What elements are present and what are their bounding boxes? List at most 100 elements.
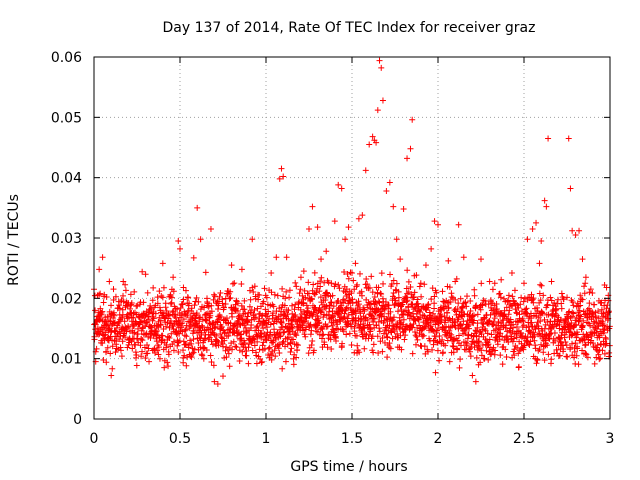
data-point bbox=[404, 297, 411, 304]
data-point bbox=[227, 294, 234, 301]
data-point bbox=[366, 301, 373, 308]
data-point bbox=[354, 281, 361, 288]
data-point bbox=[245, 360, 252, 367]
data-point bbox=[238, 302, 245, 309]
data-point bbox=[356, 270, 363, 277]
data-point bbox=[250, 334, 257, 341]
data-point bbox=[591, 301, 598, 308]
data-point bbox=[303, 302, 310, 309]
data-point bbox=[492, 334, 499, 341]
data-point bbox=[457, 322, 464, 329]
data-point bbox=[572, 340, 579, 347]
data-point bbox=[230, 338, 237, 345]
data-point bbox=[536, 346, 543, 353]
y-tick-label: 0.05 bbox=[51, 110, 82, 126]
data-point bbox=[517, 301, 524, 308]
data-point bbox=[242, 324, 249, 331]
data-point bbox=[400, 316, 407, 323]
data-point bbox=[197, 236, 204, 243]
data-point bbox=[371, 301, 378, 308]
data-point bbox=[137, 342, 144, 349]
data-point bbox=[538, 238, 545, 245]
data-point bbox=[309, 287, 316, 294]
data-point bbox=[276, 305, 283, 312]
data-point bbox=[509, 293, 516, 300]
data-point bbox=[161, 364, 168, 371]
data-point bbox=[206, 334, 213, 341]
data-point bbox=[335, 281, 342, 288]
data-point bbox=[547, 294, 554, 301]
data-point bbox=[177, 245, 183, 252]
data-point bbox=[409, 350, 416, 357]
data-point bbox=[528, 291, 535, 298]
data-point bbox=[497, 330, 504, 337]
data-point bbox=[328, 280, 335, 287]
data-point bbox=[413, 333, 420, 340]
data-point bbox=[122, 334, 129, 341]
data-point bbox=[188, 354, 195, 361]
data-point bbox=[297, 274, 304, 281]
data-point bbox=[116, 336, 123, 343]
data-point bbox=[572, 231, 579, 238]
data-point bbox=[390, 277, 397, 284]
data-point bbox=[263, 294, 270, 301]
data-point bbox=[576, 227, 583, 234]
data-point bbox=[389, 316, 396, 323]
data-point bbox=[190, 254, 197, 261]
data-point bbox=[341, 310, 348, 317]
data-point bbox=[150, 315, 157, 322]
data-point bbox=[413, 272, 420, 279]
data-point bbox=[564, 353, 571, 360]
data-point bbox=[253, 324, 260, 331]
data-point bbox=[592, 314, 599, 321]
data-point bbox=[278, 320, 285, 327]
data-point bbox=[416, 322, 423, 329]
data-point bbox=[150, 284, 157, 291]
data-point bbox=[325, 279, 332, 286]
data-point bbox=[562, 338, 569, 345]
data-point bbox=[390, 314, 397, 321]
data-point bbox=[436, 333, 443, 340]
data-point bbox=[182, 326, 189, 333]
data-point bbox=[598, 299, 605, 306]
data-point bbox=[292, 301, 299, 308]
data-point bbox=[364, 302, 371, 309]
data-point bbox=[479, 326, 486, 333]
data-point bbox=[259, 342, 266, 349]
data-point bbox=[397, 332, 404, 339]
data-point bbox=[202, 269, 209, 276]
data-point bbox=[518, 294, 525, 301]
data-point bbox=[465, 346, 472, 353]
data-point bbox=[470, 312, 477, 319]
data-point bbox=[158, 337, 165, 344]
data-point bbox=[292, 279, 299, 286]
data-point bbox=[448, 294, 455, 301]
data-point bbox=[104, 313, 111, 320]
data-point bbox=[195, 298, 202, 305]
data-point bbox=[143, 319, 150, 326]
data-point bbox=[343, 331, 350, 338]
data-point bbox=[587, 322, 594, 329]
data-point bbox=[244, 317, 251, 324]
data-point bbox=[356, 349, 363, 356]
data-point bbox=[280, 338, 287, 345]
data-point bbox=[291, 313, 298, 320]
data-point bbox=[388, 329, 395, 336]
data-point bbox=[268, 356, 275, 363]
data-point bbox=[571, 322, 578, 329]
data-point bbox=[488, 331, 495, 338]
data-point bbox=[120, 278, 127, 285]
data-point bbox=[569, 340, 576, 347]
y-tick-label: 0.03 bbox=[51, 231, 82, 247]
data-point bbox=[545, 135, 552, 142]
data-point bbox=[255, 296, 262, 303]
data-point bbox=[589, 308, 596, 315]
data-point bbox=[439, 288, 446, 295]
data-point bbox=[304, 305, 311, 312]
data-point bbox=[582, 280, 589, 287]
data-point bbox=[377, 338, 384, 345]
data-point bbox=[411, 329, 418, 336]
data-point bbox=[506, 307, 513, 314]
data-point bbox=[505, 297, 512, 304]
data-point bbox=[153, 328, 160, 335]
